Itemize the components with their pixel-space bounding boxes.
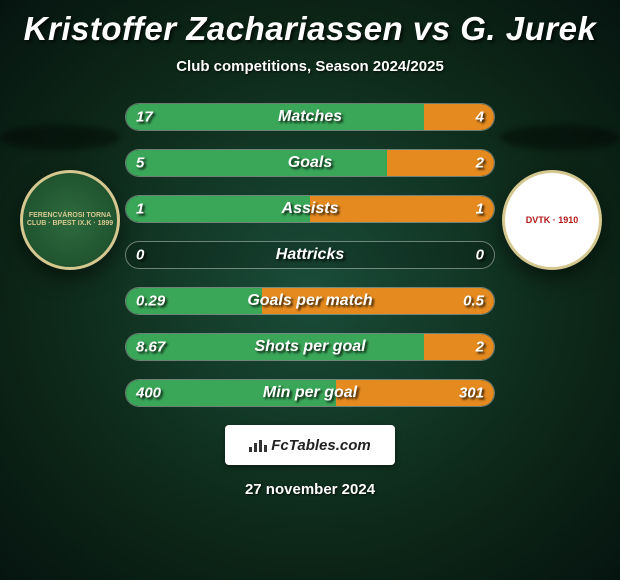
club-crest-left: FERENCVÁROSI TORNA CLUB · BPEST IX.K · 1… bbox=[20, 170, 120, 270]
stat-label: Assists bbox=[282, 200, 339, 218]
stat-row: 5 2 Goals bbox=[125, 149, 495, 177]
footer-logo-text: FcTables.com bbox=[271, 437, 370, 454]
stat-value-left: 0 bbox=[136, 247, 144, 264]
page-subtitle: Club competitions, Season 2024/2025 bbox=[0, 58, 620, 75]
stat-bar-left bbox=[126, 104, 424, 130]
footer-logo-box: FcTables.com bbox=[225, 425, 395, 465]
stat-label: Goals per match bbox=[247, 292, 372, 310]
stat-value-left: 1 bbox=[136, 201, 144, 218]
stat-value-right: 0 bbox=[476, 247, 484, 264]
club-crest-right: DVTK · 1910 bbox=[502, 170, 602, 270]
stat-label: Min per goal bbox=[263, 384, 357, 402]
chart-icon bbox=[249, 438, 267, 452]
stat-value-right: 2 bbox=[476, 155, 484, 172]
stat-value-left: 400 bbox=[136, 385, 161, 402]
stat-label: Matches bbox=[278, 108, 342, 126]
stat-label: Shots per goal bbox=[254, 338, 365, 356]
stat-row: 400 301 Min per goal bbox=[125, 379, 495, 407]
stat-bar-left bbox=[126, 150, 387, 176]
page-title: Kristoffer Zachariassen vs G. Jurek bbox=[0, 0, 620, 48]
crest-shadow-right bbox=[500, 125, 620, 150]
stat-label: Goals bbox=[288, 154, 332, 172]
stat-value-right: 2 bbox=[476, 339, 484, 356]
stat-row: 1 1 Assists bbox=[125, 195, 495, 223]
stat-value-left: 17 bbox=[136, 109, 153, 126]
stat-value-left: 5 bbox=[136, 155, 144, 172]
stat-value-right: 4 bbox=[476, 109, 484, 126]
stat-value-left: 0.29 bbox=[136, 293, 165, 310]
crest-left-label: FERENCVÁROSI TORNA CLUB · BPEST IX.K · 1… bbox=[23, 212, 117, 229]
crest-shadow-left bbox=[0, 125, 120, 150]
stat-row: 0 0 Hattricks bbox=[125, 241, 495, 269]
stat-value-right: 0.5 bbox=[463, 293, 484, 310]
footer-logo: FcTables.com bbox=[249, 437, 370, 454]
stat-value-right: 301 bbox=[459, 385, 484, 402]
stat-row: 8.67 2 Shots per goal bbox=[125, 333, 495, 361]
stat-value-right: 1 bbox=[476, 201, 484, 218]
crest-right-label: DVTK · 1910 bbox=[526, 215, 579, 226]
stat-row: 0.29 0.5 Goals per match bbox=[125, 287, 495, 315]
footer-date: 27 november 2024 bbox=[0, 481, 620, 498]
stat-label: Hattricks bbox=[276, 246, 344, 264]
stats-container: 17 4 Matches 5 2 Goals 1 1 Assists 0 0 Hattricks 0.2… bbox=[125, 103, 495, 407]
stat-value-left: 8.67 bbox=[136, 339, 165, 356]
stat-row: 17 4 Matches bbox=[125, 103, 495, 131]
